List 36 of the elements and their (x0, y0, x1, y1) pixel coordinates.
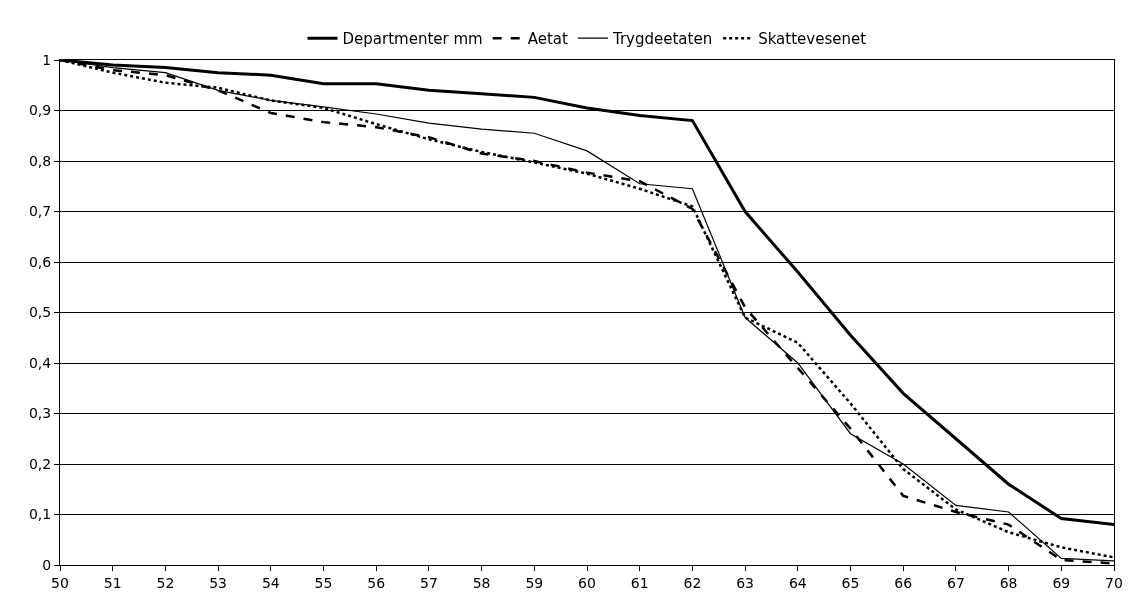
y-tick-label: 0,2 (28, 455, 52, 472)
x-tick-label: 56 (367, 574, 386, 591)
y-tick-label: 0 (42, 556, 52, 573)
x-tick-label: 65 (841, 574, 860, 591)
x-tick-label: 69 (1052, 574, 1071, 591)
x-tick-label: 52 (156, 574, 175, 591)
x-tick-label: 67 (946, 574, 965, 591)
x-tick-label: 54 (261, 574, 280, 591)
legend-label: Aetat (527, 30, 568, 49)
x-tick-label: 58 (472, 574, 491, 591)
x-tick-label: 70 (1105, 574, 1123, 591)
legend-label: Departmenter mm (342, 30, 483, 49)
legend-label: Trygdeetaten (611, 30, 713, 49)
y-tick-label: 0,5 (28, 304, 52, 321)
x-tick-label: 53 (209, 574, 228, 591)
x-tick-label: 50 (51, 574, 69, 591)
y-tick-label: 0,9 (28, 102, 52, 119)
x-tick-label: 66 (894, 574, 913, 591)
x-tick-label: 63 (736, 574, 755, 591)
y-tick-label: 0,6 (28, 253, 52, 270)
y-tick-label: 0,7 (28, 203, 52, 220)
y-tick-label: 0,8 (28, 152, 52, 169)
x-tick-label: 62 (683, 574, 702, 591)
x-tick-label: 68 (999, 574, 1018, 591)
legend-label: Skattevesenet (758, 30, 867, 49)
x-tick-label: 55 (314, 574, 333, 591)
x-tick-label: 61 (630, 574, 649, 591)
x-tick-label: 60 (578, 574, 596, 591)
x-tick-label: 57 (419, 574, 438, 591)
x-tick-label: 51 (103, 574, 122, 591)
y-tick-label: 1 (42, 51, 52, 68)
y-tick-label: 0,4 (28, 354, 52, 371)
y-tick-label: 0,1 (28, 506, 52, 523)
y-tick-label: 0,3 (28, 405, 52, 422)
x-tick-label: 59 (525, 574, 544, 591)
x-tick-label: 64 (788, 574, 807, 591)
